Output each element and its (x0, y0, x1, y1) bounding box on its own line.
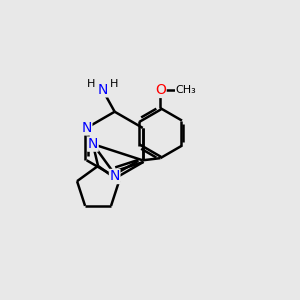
Text: O: O (155, 83, 166, 98)
Text: N: N (110, 169, 120, 184)
Text: N: N (88, 137, 98, 151)
Text: CH₃: CH₃ (176, 85, 196, 95)
Text: N: N (81, 121, 92, 135)
Text: N: N (97, 83, 108, 97)
Text: H: H (87, 79, 95, 89)
Text: H: H (110, 79, 118, 89)
